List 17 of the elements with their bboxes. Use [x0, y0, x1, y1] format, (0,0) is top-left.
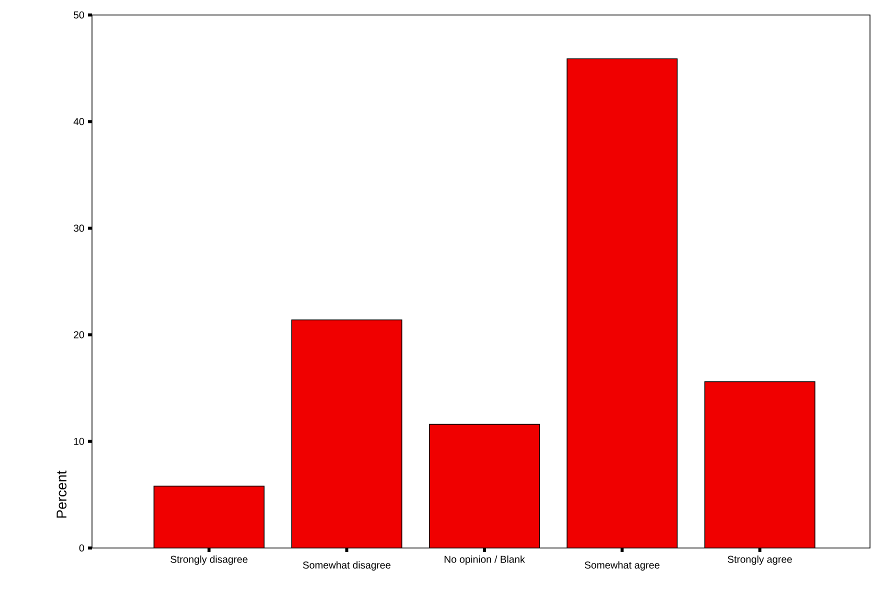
y-tick-label: 50 — [74, 11, 84, 19]
bar — [428, 424, 540, 548]
x-tick-label: Strongly agree — [728, 556, 792, 565]
y-tick-label: 40 — [74, 118, 84, 126]
bar — [154, 486, 264, 548]
x-tick-label: Somewhat agree — [584, 561, 660, 571]
y-tick-label: 30 — [74, 224, 84, 232]
y-axis-title: Percent — [56, 470, 66, 518]
x-tick-label: Strongly disagree — [170, 556, 248, 565]
bar — [704, 381, 816, 548]
bar — [291, 319, 402, 548]
y-tick-label: 20 — [74, 331, 84, 338]
y-tick-label: 10 — [74, 438, 84, 445]
y-tick-label: 0 — [79, 544, 84, 552]
x-tick-label: No opinion / Blank — [444, 556, 526, 565]
bar — [566, 58, 678, 548]
x-tick-label: Somewhat disagree — [303, 561, 390, 571]
